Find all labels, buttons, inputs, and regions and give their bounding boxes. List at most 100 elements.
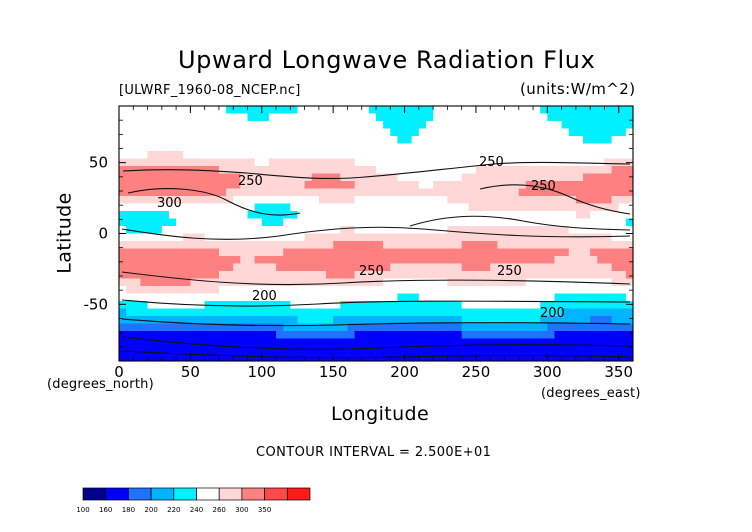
field-cell [297,271,306,279]
field-cell [475,331,484,339]
field-cell [475,196,484,204]
field-cell [568,203,577,212]
field-cell [254,166,263,174]
field-cell [318,196,327,204]
field-cell [533,173,541,182]
field-cell [268,286,277,294]
field-cell [261,308,270,317]
field-cell [161,173,170,182]
field-cell [233,338,241,347]
field-cell [261,286,270,294]
field-cell [211,331,220,339]
field-cell [311,121,320,129]
field-cell [247,271,256,279]
field-cell [276,278,284,287]
field-cell [511,331,520,339]
field-cell [590,158,598,167]
field-cell [383,106,391,114]
field-cell [447,286,456,294]
field-cell [440,256,448,264]
field-cell [440,248,448,257]
field-cell [461,248,470,257]
field-cell [554,136,563,144]
field-cell [254,263,263,272]
field-cell [333,211,341,219]
field-cell [283,331,291,339]
field-cell [433,173,441,182]
field-cell [611,128,620,137]
field-cell [333,301,341,309]
field-cell [461,218,470,227]
field-cell [318,248,327,257]
field-cell [533,263,541,272]
field-cell [483,136,491,144]
field-cell [440,338,448,347]
field-cell [590,173,598,182]
field-cell [340,173,348,182]
field-cell [119,166,127,174]
field-cell [547,301,555,309]
field-cell [440,113,448,122]
field-cell [597,226,605,234]
field-cell [568,323,577,332]
field-cell [197,181,206,189]
field-cell [318,166,327,174]
field-cell [447,256,456,264]
field-cell [525,106,534,114]
field-cell [368,308,377,317]
field-cell [518,121,527,129]
field-cell [240,218,248,227]
field-cell [147,121,156,129]
field-cell [618,248,627,257]
field-cell [411,338,420,347]
field-cell [361,331,370,339]
field-cell [561,181,570,189]
field-cell [618,346,627,354]
field-cell [468,256,477,264]
field-cell [347,323,356,332]
field-cell [404,173,413,182]
field-cell [561,346,570,354]
field-cell [540,188,548,197]
field-cell [211,166,220,174]
field-cell [533,113,541,122]
field-cell [254,218,263,227]
field-cell [361,196,370,204]
field-cell [475,241,484,249]
field-cell [147,218,156,227]
field-cell [525,211,534,219]
field-cell [575,181,584,189]
field-cell [183,316,191,324]
field-cell [311,128,320,137]
field-cell [597,263,605,272]
field-cell [261,151,270,159]
field-cell [575,211,584,219]
field-cell [154,158,163,167]
field-cell [168,263,177,272]
field-cell [411,308,420,317]
field-cell [119,346,127,354]
field-cell [190,316,199,324]
field-cell [390,248,398,257]
field-cell [376,113,384,122]
field-cell [383,293,391,302]
field-cell [525,113,534,122]
field-cell [254,181,263,189]
field-cell [254,136,263,144]
field-cell [176,308,184,317]
field-cell [268,218,277,227]
field-cell [190,308,199,317]
field-cell [618,293,627,302]
field-cell [497,196,505,204]
field-cell [390,323,398,332]
field-cell [297,256,306,264]
field-cell [261,173,270,182]
field-cell [147,286,156,294]
field-cell [390,293,398,302]
field-cell [133,323,141,332]
field-cell [454,136,463,144]
field-cell [604,338,613,347]
field-cell [161,323,170,332]
field-cell [575,121,584,129]
field-cell [625,308,634,317]
